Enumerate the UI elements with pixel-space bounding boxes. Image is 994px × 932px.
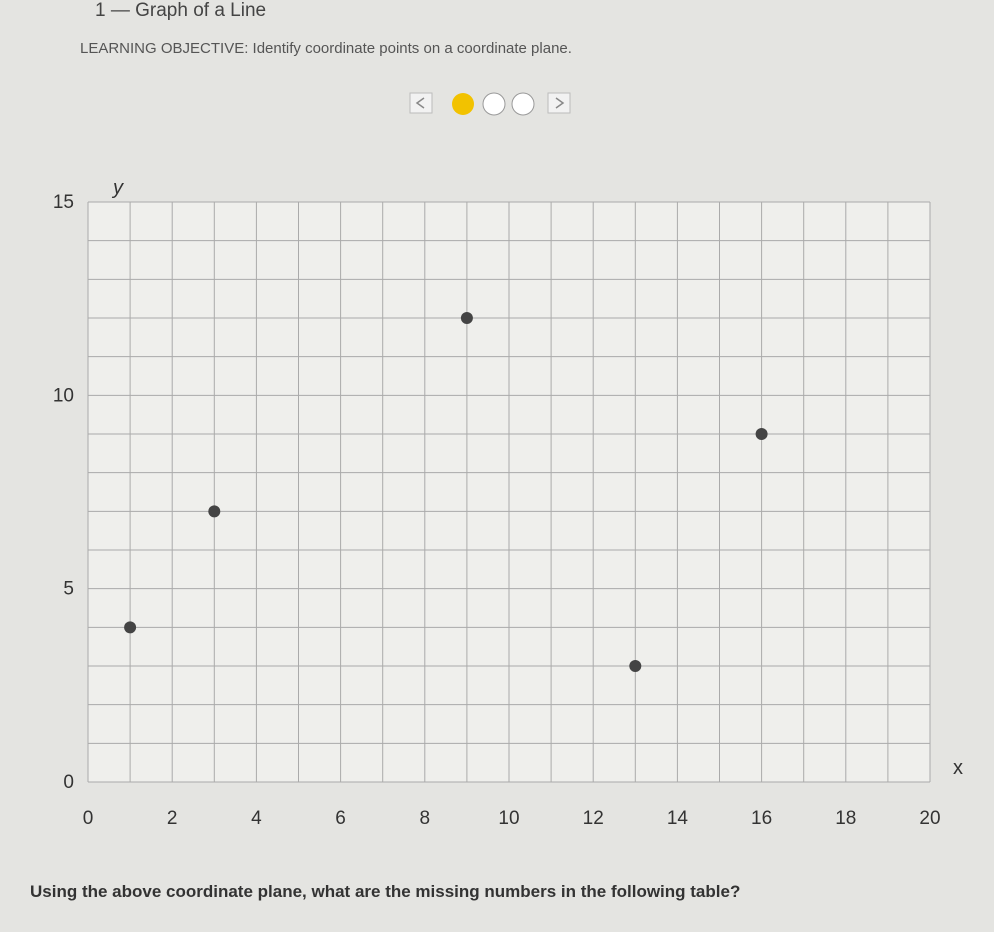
x-tick-label: 6	[335, 808, 346, 829]
step-nav	[409, 92, 571, 116]
y-tick-label: 0	[63, 772, 74, 793]
y-tick-label: 10	[53, 385, 74, 406]
prev-button[interactable]	[409, 92, 433, 114]
page-title: 1 — Graph of a Line	[95, 0, 267, 21]
y-axis-label: y	[111, 177, 124, 199]
x-tick-label: 16	[751, 808, 772, 829]
question: Using the above coordinate plane, what a…	[30, 882, 741, 901]
x-tick-label: 4	[251, 808, 262, 829]
step-dot[interactable]	[482, 92, 506, 116]
step-dot-active[interactable]	[452, 93, 474, 115]
point	[460, 312, 473, 324]
point	[124, 621, 137, 634]
prev-icon	[415, 97, 425, 109]
x-tick-label: 10	[498, 808, 519, 829]
y-tick-label: 5	[63, 579, 74, 600]
point	[755, 428, 768, 440]
coordinate-plane: 0 2 4 6 8 10 12 14 16 18 20 0 5 10 15 x y	[53, 177, 963, 829]
next-icon	[555, 97, 565, 109]
learning-objective: LEARNING OBJECTIVE: Identify coordinate …	[80, 40, 572, 57]
x-tick-label: 12	[583, 808, 604, 829]
x-tick-label: 2	[167, 808, 178, 829]
x-tick-label: 14	[667, 808, 689, 829]
y-tick-label: 15	[53, 192, 74, 213]
x-tick-label: 0	[83, 808, 94, 829]
x-tick-label: 20	[919, 808, 940, 829]
point	[208, 505, 221, 518]
point	[629, 660, 642, 672]
x-tick-label: 18	[835, 808, 856, 829]
step-dot[interactable]	[511, 92, 535, 116]
next-button[interactable]	[547, 92, 571, 114]
x-tick-label: 8	[420, 808, 431, 829]
x-axis-label: x	[953, 757, 963, 779]
